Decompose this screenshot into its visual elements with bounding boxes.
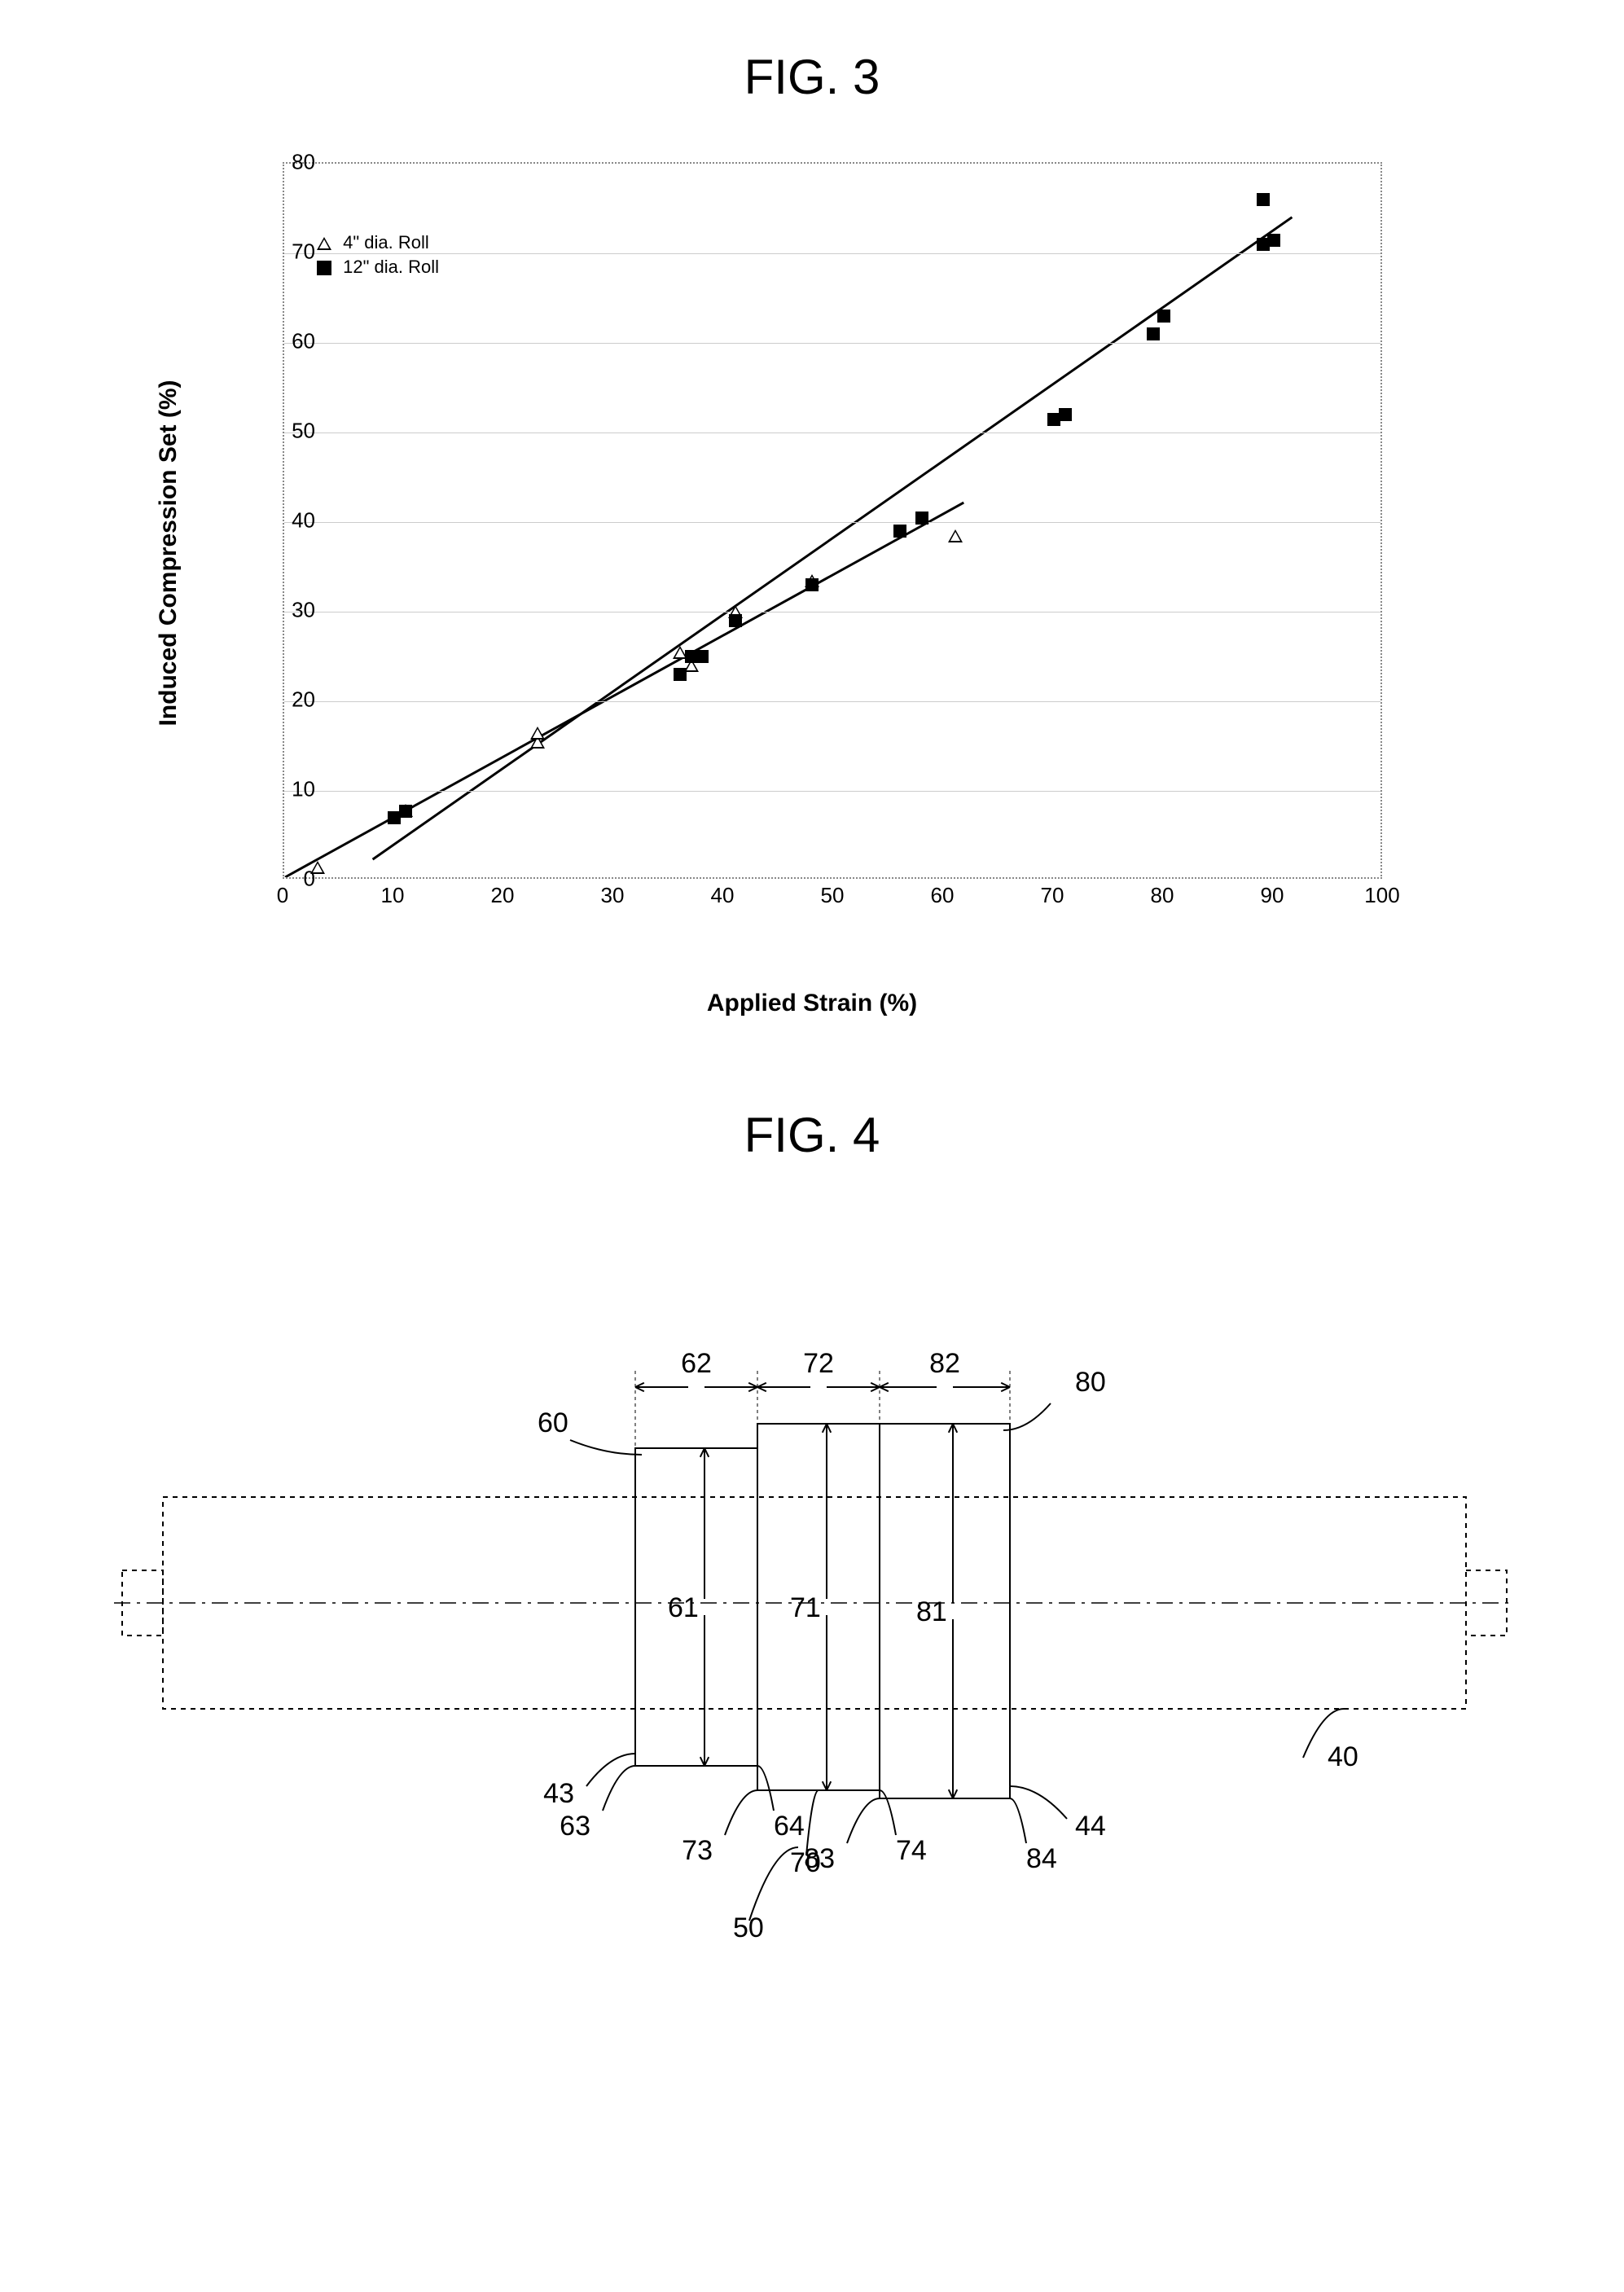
data-point: [399, 805, 412, 818]
gridline: [284, 432, 1380, 433]
corner-label: 63: [560, 1811, 590, 1842]
gridline: [284, 791, 1380, 792]
y-tick-label: 80: [266, 150, 315, 175]
callout-70: 70: [790, 1847, 821, 1878]
x-tick-label: 100: [1364, 883, 1399, 908]
x-tick-label: 50: [821, 883, 845, 908]
legend-row-4in: 4" dia. Roll: [317, 232, 439, 253]
callout-80: 80: [1075, 1367, 1106, 1398]
fig3-ylabel: Induced Compression Set (%): [155, 380, 182, 726]
figure-4: FIG. 4 626163647271737482818384434460807…: [81, 1107, 1543, 1961]
width-label: 72: [803, 1348, 834, 1379]
data-point: [1147, 327, 1160, 340]
square-icon: [317, 261, 331, 275]
fig3-chart: Induced Compression Set (%) Applied Stra…: [201, 146, 1423, 960]
fig3-xlabel: Applied Strain (%): [707, 990, 917, 1017]
data-point: [948, 529, 963, 542]
y-tick-label: 50: [266, 419, 315, 444]
corner-label: 74: [896, 1835, 927, 1866]
data-point: [1267, 234, 1280, 247]
width-label: 62: [681, 1348, 712, 1379]
corner-label: 64: [774, 1811, 805, 1842]
gridline: [284, 701, 1380, 702]
data-point: [1059, 408, 1072, 421]
x-tick-label: 40: [711, 883, 735, 908]
width-label: 82: [929, 1348, 960, 1379]
x-tick-label: 10: [381, 883, 405, 908]
gridline: [284, 522, 1380, 523]
trend-line: [373, 217, 1293, 859]
callout-60: 60: [538, 1407, 568, 1438]
edge-label-43: 43: [543, 1778, 574, 1809]
fig3-plot-area: 4" dia. Roll 12" dia. Roll: [283, 162, 1382, 879]
data-point: [729, 614, 742, 627]
data-point: [530, 727, 545, 740]
y-tick-label: 60: [266, 329, 315, 354]
x-tick-label: 20: [491, 883, 515, 908]
x-tick-label: 30: [601, 883, 625, 908]
height-label: 81: [916, 1596, 947, 1627]
x-tick-label: 60: [931, 883, 955, 908]
fig4-diagram: 62616364727173748281838443446080704050: [81, 1228, 1547, 1961]
y-tick-label: 40: [266, 508, 315, 533]
y-tick-label: 20: [266, 687, 315, 713]
y-tick-label: 30: [266, 598, 315, 623]
data-point: [1257, 193, 1270, 206]
x-tick-label: 70: [1041, 883, 1064, 908]
y-tick-label: 70: [266, 239, 315, 265]
data-point: [674, 668, 687, 681]
fig4-title: FIG. 4: [81, 1107, 1543, 1163]
figure-3: FIG. 3 Induced Compression Set (%) Appli…: [81, 49, 1543, 960]
fig3-legend: 4" dia. Roll 12" dia. Roll: [317, 229, 439, 281]
x-tick-label: 0: [277, 883, 288, 908]
corner-label: 84: [1026, 1843, 1057, 1874]
x-tick-label: 90: [1261, 883, 1284, 908]
height-label: 71: [790, 1592, 821, 1623]
triangle-icon: [317, 237, 331, 250]
y-tick-label: 10: [266, 777, 315, 802]
fig4-svg: 62616364727173748281838443446080704050: [81, 1228, 1547, 1961]
height-label: 61: [668, 1592, 699, 1623]
gridline: [284, 612, 1380, 613]
legend-label-4in: 4" dia. Roll: [343, 232, 429, 252]
data-point: [893, 525, 906, 538]
fig3-trendlines: [284, 164, 1380, 877]
y-tick-label: 0: [266, 867, 315, 892]
data-point: [805, 578, 819, 591]
edge-label-44: 44: [1075, 1811, 1106, 1842]
callout-40: 40: [1328, 1741, 1358, 1772]
legend-label-12in: 12" dia. Roll: [343, 257, 439, 277]
gridline: [284, 253, 1380, 254]
data-point: [915, 512, 928, 525]
data-point: [1157, 310, 1170, 323]
legend-row-12in: 12" dia. Roll: [317, 257, 439, 278]
gridline: [284, 343, 1380, 344]
fig3-title: FIG. 3: [81, 49, 1543, 105]
corner-label: 73: [682, 1835, 713, 1866]
data-point: [696, 650, 709, 663]
callout-50: 50: [733, 1912, 764, 1943]
x-tick-label: 80: [1151, 883, 1174, 908]
